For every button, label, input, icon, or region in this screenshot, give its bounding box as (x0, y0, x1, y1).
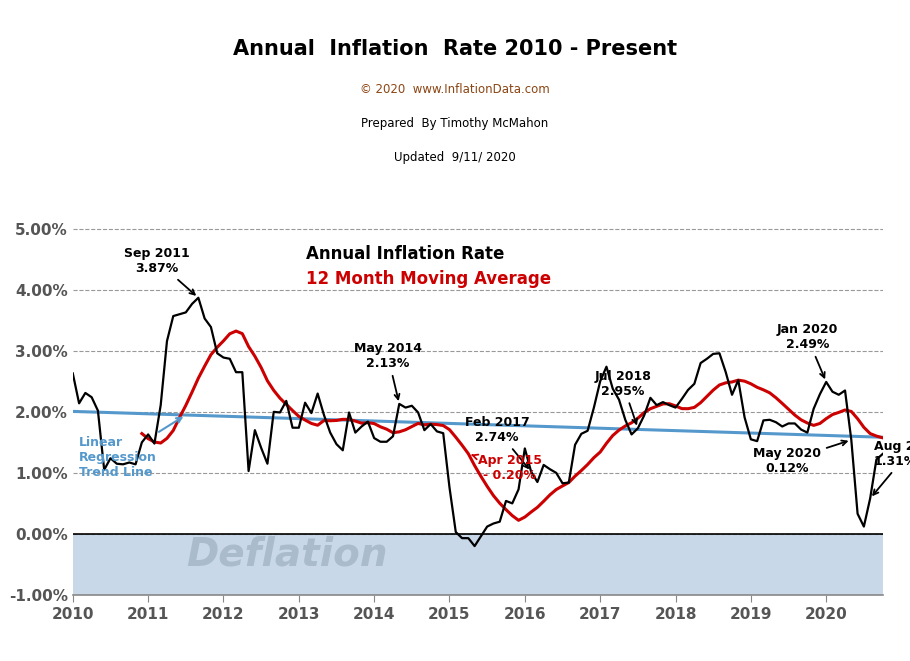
Text: Apr 2015
- 0.20%: Apr 2015 - 0.20% (472, 454, 541, 483)
Text: Linear
Regression
Trend Line: Linear Regression Trend Line (79, 418, 181, 479)
Text: May 2014
2.13%: May 2014 2.13% (354, 342, 422, 399)
Bar (73, 534, 883, 595)
Text: Aug 2020
1.31%: Aug 2020 1.31% (874, 440, 910, 495)
Text: Annual Inflation Rate: Annual Inflation Rate (307, 245, 505, 263)
Text: 12 Month Moving Average: 12 Month Moving Average (307, 270, 551, 288)
Text: Jul 2018
2.95%: Jul 2018 2.95% (594, 369, 652, 424)
Text: Annual  Inflation  Rate 2010 - Present: Annual Inflation Rate 2010 - Present (233, 39, 677, 59)
Text: Deflation: Deflation (186, 535, 388, 574)
Text: May 2020
0.12%: May 2020 0.12% (753, 441, 846, 475)
Text: Feb 2017
2.74%: Feb 2017 2.74% (465, 416, 530, 468)
Text: Updated  9/11/ 2020: Updated 9/11/ 2020 (394, 151, 516, 164)
Text: Jan 2020
2.49%: Jan 2020 2.49% (776, 323, 838, 377)
Text: Prepared  By Timothy McMahon: Prepared By Timothy McMahon (361, 117, 549, 130)
Text: Sep 2011
3.87%: Sep 2011 3.87% (124, 247, 195, 295)
Text: © 2020  www.InflationData.com: © 2020 www.InflationData.com (360, 83, 550, 96)
